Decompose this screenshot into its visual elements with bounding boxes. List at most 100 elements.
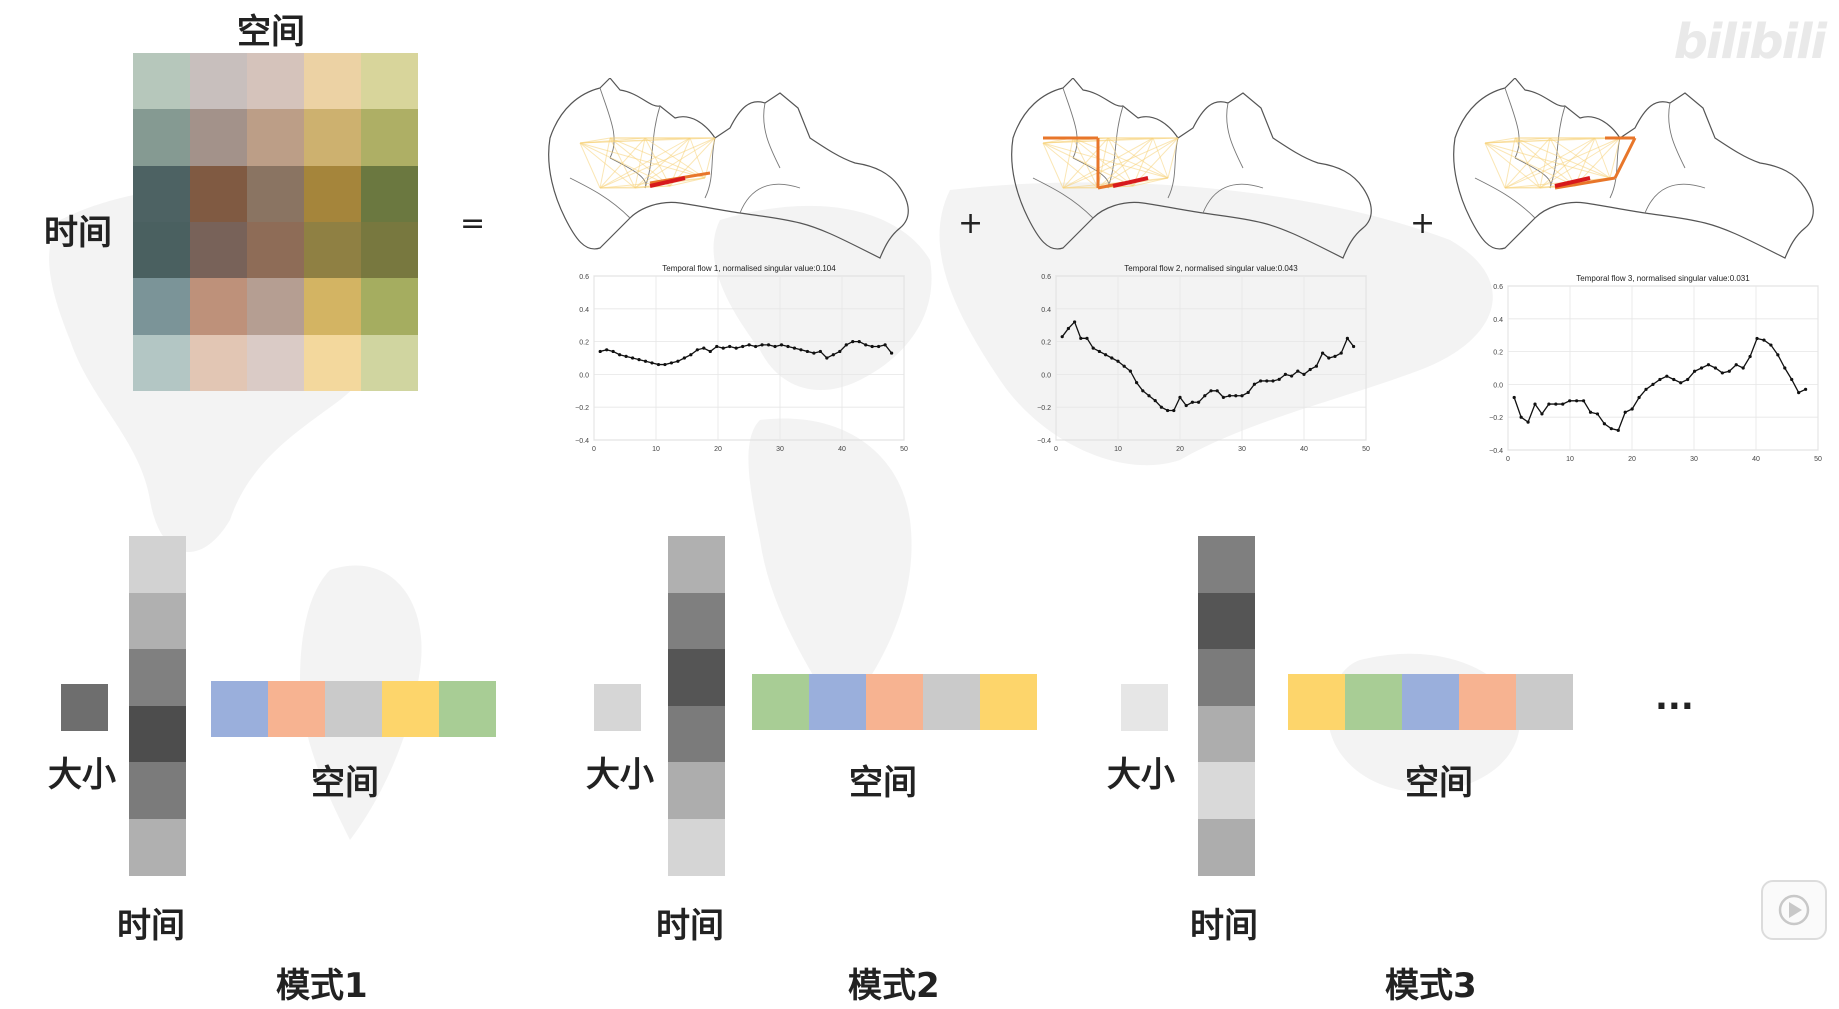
- flow-line: [1504, 137, 1621, 189]
- space-vector-cell: [1288, 674, 1345, 730]
- map-district-border: [609, 157, 647, 189]
- matrix-cell: [133, 109, 190, 167]
- data-point: [630, 356, 635, 360]
- flow-line: [1484, 142, 1611, 179]
- data-point: [1122, 364, 1126, 368]
- data-point: [1727, 369, 1731, 373]
- play-button[interactable]: [1761, 880, 1827, 940]
- space-vector-cell: [1402, 674, 1459, 730]
- bilibili-watermark: bilibili: [1673, 14, 1827, 70]
- matrix-cell: [361, 221, 418, 279]
- map-outline: [1453, 78, 1814, 259]
- y-tick-label: 0.4: [1493, 317, 1503, 324]
- y-tick-label: −0.2: [1489, 415, 1503, 422]
- y-tick-label: −0.4: [1037, 438, 1051, 445]
- data-point: [1519, 415, 1523, 419]
- x-tick-label: 40: [1300, 446, 1308, 453]
- data-point: [1658, 377, 1662, 382]
- data-point: [1720, 371, 1724, 375]
- data-point: [1302, 372, 1306, 376]
- data-point: [1741, 366, 1745, 370]
- data-point: [1581, 399, 1586, 403]
- flow-line: [1539, 137, 1621, 189]
- mode1-title: 模式1: [276, 966, 368, 1006]
- x-tick-label: 50: [1814, 456, 1822, 463]
- y-tick-label: 0.4: [579, 307, 589, 314]
- time-vector-cell: [668, 649, 725, 707]
- data-point: [676, 359, 680, 363]
- flow-line: [579, 142, 706, 179]
- data-point: [1713, 366, 1718, 370]
- data-point: [786, 344, 790, 349]
- data-point: [1060, 335, 1064, 339]
- data-point: [728, 344, 732, 349]
- data-point: [605, 348, 609, 352]
- matrix-cell: [190, 278, 247, 335]
- data-point: [669, 361, 674, 365]
- data-point: [1609, 427, 1613, 431]
- space-vector-cell: [923, 674, 980, 730]
- data-point: [650, 361, 654, 365]
- flow-line: [1549, 137, 1611, 179]
- data-point: [805, 349, 810, 354]
- data-point: [656, 362, 661, 367]
- data-point: [844, 343, 848, 347]
- data-point: [799, 348, 803, 352]
- data-point: [870, 344, 874, 349]
- data-point: [1327, 356, 1331, 360]
- data-point: [1209, 389, 1213, 393]
- flow-line: [669, 177, 706, 187]
- time-vector-cell: [668, 536, 725, 593]
- data-point: [1672, 377, 1676, 382]
- mode1-size-label: 大小: [48, 755, 116, 795]
- map-district-border: [1504, 87, 1520, 159]
- flow-line: [1549, 137, 1576, 187]
- data-point: [1159, 405, 1163, 409]
- space-vector-cell: [752, 674, 809, 730]
- map-outline: [1011, 78, 1372, 259]
- mode3-time-vector: [1198, 536, 1255, 876]
- data-point: [624, 354, 628, 358]
- flow-line: [644, 137, 706, 179]
- data-point: [1547, 402, 1551, 406]
- matrix-cell: [304, 278, 361, 335]
- map-district-border: [1474, 177, 1536, 219]
- x-tick-label: 10: [652, 446, 660, 453]
- data-point: [1692, 369, 1697, 373]
- matrix-cell: [361, 109, 418, 167]
- y-tick-label: 0.0: [579, 372, 589, 379]
- matrix-space-label: 空间: [237, 12, 305, 52]
- mode3-time-label: 时间: [1190, 906, 1258, 946]
- matrix-cell: [361, 165, 418, 223]
- data-point: [1623, 410, 1627, 414]
- plot-frame: [1507, 285, 1819, 451]
- data-point: [831, 353, 835, 357]
- flow-line: [1097, 137, 1109, 189]
- data-point: [877, 344, 881, 349]
- data-point: [1637, 395, 1641, 400]
- data-point: [598, 349, 602, 354]
- y-tick-label: 0.2: [1493, 350, 1503, 357]
- x-tick-label: 0: [1506, 456, 1510, 463]
- space-vector-cell: [866, 674, 923, 730]
- temporal-flow-plot-2: Temporal flow 2, normalised singular val…: [1037, 264, 1370, 453]
- mode1-space-vector: [211, 681, 496, 737]
- map-outline: [548, 78, 909, 259]
- temporal-flow-plot-3: Temporal flow 3, normalised singular val…: [1489, 274, 1822, 463]
- matrix-cell: [133, 165, 190, 223]
- space-vector-cell: [980, 674, 1037, 730]
- map-district-border: [599, 87, 615, 159]
- data-point: [1240, 394, 1244, 398]
- matrix-cell: [190, 221, 247, 279]
- data-point: [1166, 408, 1170, 413]
- mode3-size-label: 大小: [1107, 755, 1175, 795]
- y-tick-label: 0.0: [1493, 382, 1503, 389]
- flow-line: [1072, 137, 1169, 179]
- y-tick-label: −0.4: [575, 438, 589, 445]
- matrix-cell: [361, 278, 418, 335]
- data-point: [1066, 326, 1070, 331]
- mode2-title: 模式2: [848, 966, 940, 1006]
- flow-line: [609, 137, 706, 179]
- mode1-size-block: [61, 684, 108, 731]
- matrix-cell: [247, 109, 304, 167]
